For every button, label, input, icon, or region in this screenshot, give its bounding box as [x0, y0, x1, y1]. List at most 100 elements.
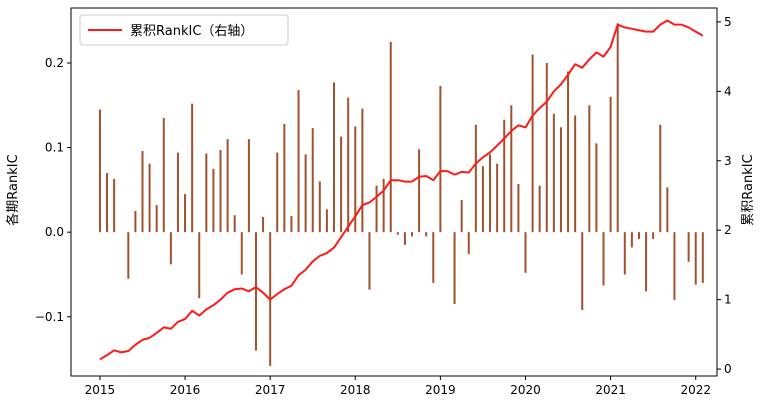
- bar: [325, 209, 328, 233]
- x-tick-label: 2021: [595, 383, 626, 397]
- bar: [212, 168, 215, 233]
- bar: [318, 181, 321, 233]
- bar: [389, 41, 392, 233]
- bar: [432, 232, 435, 283]
- bar: [169, 232, 172, 265]
- bar: [645, 232, 648, 292]
- bar: [340, 136, 343, 233]
- bar: [127, 232, 130, 279]
- bar: [616, 23, 619, 233]
- x-tick-label: 2019: [425, 383, 456, 397]
- bar: [176, 152, 179, 233]
- y-axis-left-title: 各期RankIC: [5, 154, 21, 225]
- bar: [425, 232, 428, 237]
- line-series: [99, 19, 704, 361]
- bar: [474, 124, 477, 233]
- plot-area-frame: [70, 7, 718, 377]
- bar: [354, 126, 357, 233]
- bar: [510, 105, 513, 233]
- bar: [630, 232, 633, 248]
- bar: [673, 232, 676, 300]
- bar: [254, 232, 257, 351]
- bar: [162, 117, 165, 233]
- bar: [262, 216, 265, 233]
- bar: [283, 123, 286, 233]
- bar: [382, 178, 385, 233]
- bar: [304, 154, 307, 233]
- y-right-tick-label: 4: [724, 84, 732, 98]
- bar: [297, 90, 300, 233]
- bar: [524, 232, 527, 273]
- bar: [106, 172, 109, 233]
- bar: [602, 232, 605, 286]
- bar: [240, 232, 243, 275]
- y-axis-right-title: 累积RankIC: [741, 154, 756, 225]
- bar: [233, 215, 236, 233]
- bar: [574, 115, 577, 233]
- y-right-tick-label: 0: [724, 362, 732, 376]
- y-left-tick-label: 0.1: [45, 141, 64, 155]
- legend-label: 累积RankIC（右轴）: [130, 24, 253, 39]
- bar: [403, 232, 406, 245]
- y-left-tick-label: 0.0: [45, 225, 64, 239]
- bar: [141, 150, 144, 233]
- x-tick-label: 2017: [255, 383, 286, 397]
- bar: [276, 152, 279, 233]
- bar: [545, 62, 548, 233]
- bar: [531, 54, 534, 233]
- bar: [588, 105, 591, 233]
- bar: [375, 185, 378, 233]
- bar: [503, 119, 506, 233]
- y-axis-left: −0.1 0.0 0.1 0.2: [35, 56, 71, 324]
- bar: [559, 127, 562, 233]
- bar: [694, 232, 697, 285]
- bar: [155, 205, 158, 233]
- bar: [453, 232, 456, 305]
- bar: [581, 232, 584, 311]
- bar: [467, 232, 470, 255]
- bar: [134, 211, 137, 233]
- x-tick-label: 2020: [510, 383, 541, 397]
- x-tick-label: 2018: [340, 383, 371, 397]
- bar: [460, 200, 463, 233]
- y-left-tick-label: 0.2: [45, 56, 64, 70]
- bar: [552, 113, 555, 233]
- bar: [333, 82, 335, 233]
- bar: [184, 194, 187, 233]
- bar: [368, 232, 371, 290]
- bar: [396, 232, 399, 235]
- bar: [113, 178, 116, 233]
- y-right-tick-label: 3: [724, 154, 732, 168]
- bar: [538, 185, 541, 233]
- bar: [595, 143, 598, 233]
- y-right-tick-label: 1: [724, 293, 732, 307]
- bar: [290, 216, 293, 233]
- bar: [496, 163, 499, 233]
- bar: [191, 103, 194, 233]
- x-tick-label: 2015: [85, 383, 116, 397]
- cumulative-rankic-line: [99, 19, 704, 361]
- bar: [247, 139, 250, 233]
- legend: 累积RankIC（右轴）: [79, 14, 289, 46]
- bar: [198, 232, 201, 299]
- y-right-tick-label: 2: [724, 223, 732, 237]
- bar: [347, 97, 350, 233]
- x-axis: 2015 2016 2017 2018 2019 2020 2021 2022: [85, 376, 711, 397]
- bar: [311, 128, 314, 233]
- bar: [219, 150, 222, 233]
- bar: [226, 139, 229, 233]
- bar: [652, 232, 655, 239]
- bar: [701, 232, 704, 283]
- x-tick-label: 2016: [170, 383, 201, 397]
- y-left-tick-label: −0.1: [35, 310, 64, 324]
- bar: [567, 71, 570, 233]
- bar: [517, 183, 520, 233]
- bar: [481, 166, 484, 233]
- bar: [623, 232, 626, 275]
- bar: [489, 154, 492, 233]
- bar-series: [98, 23, 704, 366]
- bar: [687, 232, 690, 262]
- bar: [666, 187, 669, 233]
- bar: [637, 232, 640, 239]
